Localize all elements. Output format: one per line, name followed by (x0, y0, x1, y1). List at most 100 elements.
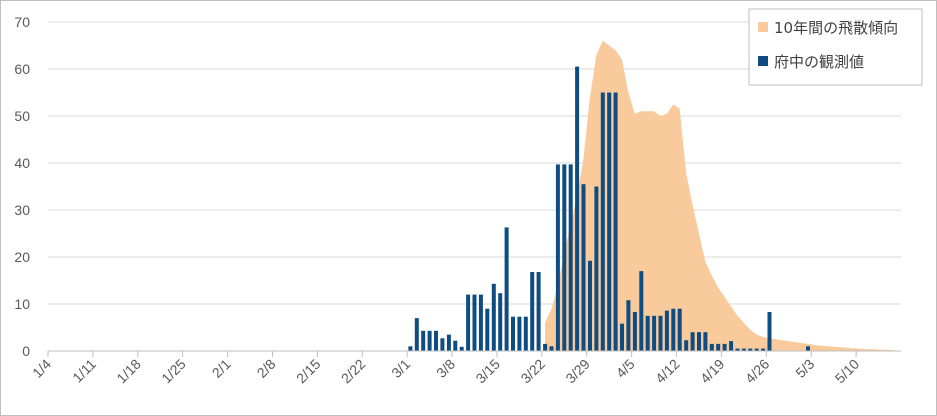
observed-bar (498, 293, 503, 351)
observed-bar (684, 340, 689, 351)
observed-bar (729, 341, 734, 351)
observed-bar (491, 283, 496, 351)
x-tick-label: 2/1 (209, 356, 234, 381)
observed-bar (575, 66, 580, 351)
observed-bar (549, 346, 554, 351)
x-tick-label: 1/4 (29, 356, 54, 381)
observed-bar (523, 316, 528, 351)
y-tick-label: 60 (14, 61, 30, 77)
x-tick-label: 3/22 (517, 356, 548, 387)
observed-bar (632, 312, 637, 351)
observed-bar (806, 346, 810, 351)
observed-bar (709, 343, 714, 351)
observed-bar (581, 184, 586, 351)
x-tick-label: 2/22 (338, 356, 369, 387)
y-tick-labels: 0 10 20 30 40 50 60 70 (14, 14, 30, 359)
observed-bar (671, 308, 676, 351)
observed-bar (767, 312, 772, 351)
observed-bar (741, 348, 746, 351)
y-tick-label: 20 (14, 249, 30, 265)
y-tick-label: 0 (22, 343, 30, 359)
x-tick-label: 4/26 (742, 356, 773, 387)
observed-bar (427, 330, 432, 351)
observed-bar (607, 92, 612, 351)
x-tick-label: 4/12 (652, 356, 683, 387)
legend-swatch (758, 22, 768, 32)
gridlines (48, 21, 901, 305)
observed-bar (466, 294, 471, 351)
x-tick-label: 1/25 (158, 356, 189, 387)
observed-bar (517, 316, 522, 351)
observed-bar (748, 348, 753, 351)
observed-bar (421, 330, 426, 351)
x-tick-labels: 1/4 1/11 1/18 1/25 2/1 2/8 2/15 2/22 3/1 3/8 3/15 3… (29, 356, 862, 387)
observed-bar (697, 332, 701, 351)
observed-bar (588, 260, 592, 351)
observed-bar (478, 294, 483, 351)
x-tick-label: 3/29 (562, 356, 593, 387)
observed-bar (664, 310, 669, 351)
observed-bar (453, 340, 458, 351)
axes (47, 350, 901, 357)
observed-bar (761, 348, 766, 351)
observed-bar (511, 316, 515, 351)
observed-bar (459, 346, 464, 351)
observed-bar (543, 343, 548, 351)
observed-bar (485, 308, 490, 351)
x-tick-label: 4/19 (697, 356, 728, 387)
observed-bar (690, 332, 695, 351)
observed-bar (446, 334, 451, 351)
legend-swatch (758, 56, 768, 66)
observed-bar (645, 315, 650, 352)
y-tick-label: 30 (14, 202, 30, 218)
observed-bar (703, 332, 708, 351)
x-tick-label: 3/15 (472, 356, 503, 387)
observed-bar (440, 338, 445, 351)
observed-bar (472, 294, 477, 351)
observed-bar (652, 315, 657, 352)
trend-area (545, 40, 898, 352)
observed-bar (639, 271, 644, 351)
observed-bar (658, 315, 663, 352)
observed-bar (735, 348, 740, 351)
observed-bar (408, 346, 413, 351)
legend-box (748, 8, 923, 86)
observed-bar (600, 92, 605, 351)
x-tick-label: 1/18 (113, 356, 144, 387)
x-tick-label: 2/15 (293, 356, 324, 387)
observed-bar (626, 300, 631, 351)
observed-bar (536, 272, 541, 351)
observed-bar (677, 308, 682, 351)
observed-bar (504, 227, 509, 351)
y-tick-label: 10 (14, 296, 30, 312)
x-tick-label: 3/1 (388, 356, 413, 381)
observed-bar (722, 343, 727, 351)
legend-label: 府中の観測値 (774, 53, 864, 71)
observed-bar (754, 348, 759, 351)
observed-bar (613, 92, 618, 351)
y-tick-label: 40 (14, 155, 30, 171)
observed-bar (562, 164, 567, 351)
x-tick-label: 5/10 (832, 356, 863, 387)
x-tick-label: 2/8 (254, 356, 279, 381)
y-tick-label: 50 (14, 108, 30, 124)
observed-bar (620, 323, 624, 351)
legend-label: 10年間の飛散傾向 (774, 19, 898, 37)
observed-bar-series (408, 66, 810, 352)
y-tick-label: 70 (14, 14, 30, 30)
observed-bar (530, 272, 535, 351)
observed-bar (555, 164, 560, 351)
observed-bar (434, 330, 438, 351)
x-tick-label: 5/3 (792, 356, 817, 381)
observed-bar (414, 318, 419, 351)
trend-area-series (545, 40, 898, 352)
observed-bar (568, 164, 573, 351)
x-tick-label: 1/11 (69, 356, 99, 386)
observed-bar (716, 343, 721, 351)
x-tick-label: 3/8 (433, 356, 458, 381)
x-tick-label: 4/5 (613, 356, 638, 381)
observed-bar (594, 186, 599, 351)
